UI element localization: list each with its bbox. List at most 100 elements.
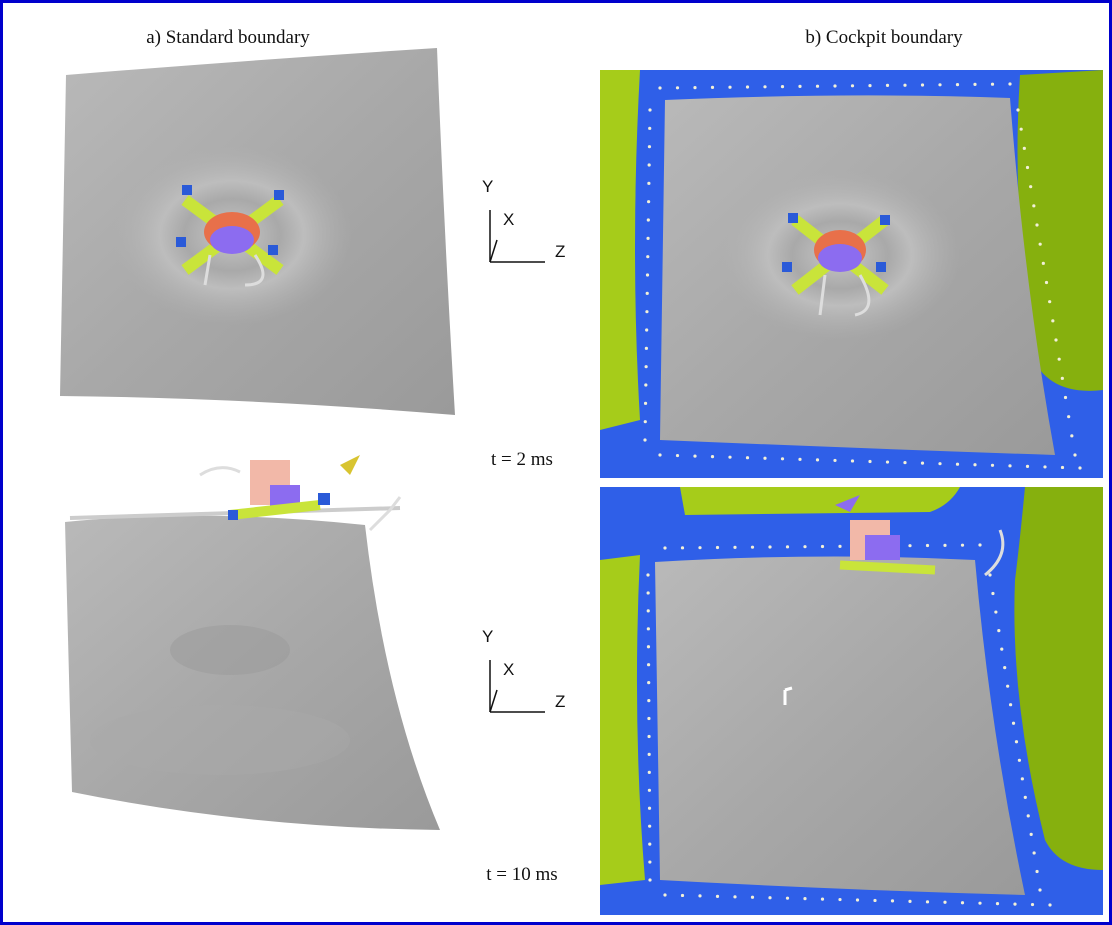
bolt <box>991 83 994 86</box>
bolt <box>728 86 731 89</box>
bolt <box>996 902 999 905</box>
bolt <box>1061 377 1064 380</box>
bolt <box>647 717 650 720</box>
bolt <box>938 462 941 465</box>
bolt <box>648 771 651 774</box>
bolt <box>1064 396 1067 399</box>
bolt <box>716 895 719 898</box>
bolt <box>1039 243 1042 246</box>
bolt <box>1008 82 1011 85</box>
bolt <box>1015 740 1018 743</box>
bolt <box>908 900 911 903</box>
cockpit-10ms <box>600 487 1103 915</box>
bolt <box>921 83 924 86</box>
bolt <box>973 463 976 466</box>
bolt <box>1016 108 1019 111</box>
bolt <box>645 310 648 313</box>
bolt <box>644 420 647 423</box>
bolt <box>681 894 684 897</box>
bolt <box>658 453 661 456</box>
bolt <box>1003 666 1006 669</box>
bolt <box>648 825 651 828</box>
bolt <box>647 735 650 738</box>
bolt <box>886 460 889 463</box>
bolt <box>868 84 871 87</box>
bolt <box>644 383 647 386</box>
axis-label: X <box>503 210 514 229</box>
bolt <box>733 895 736 898</box>
bolt <box>698 894 701 897</box>
bolt <box>886 84 889 87</box>
bolt <box>988 573 991 576</box>
axis-label: Z <box>555 242 565 261</box>
bolt <box>658 86 661 89</box>
bolt <box>711 86 714 89</box>
bolt <box>645 347 648 350</box>
bolt <box>646 255 649 258</box>
bolt <box>1029 185 1032 188</box>
bolt <box>798 85 801 88</box>
bolt <box>648 807 651 810</box>
bolt <box>956 83 959 86</box>
time-label: t = 10 ms <box>486 864 557 885</box>
bolt <box>1073 453 1076 456</box>
bolt <box>1042 262 1045 265</box>
bolt <box>768 896 771 899</box>
bolt <box>716 546 719 549</box>
bolt <box>648 878 651 881</box>
bolt <box>851 84 854 87</box>
bolt <box>868 460 871 463</box>
bolt <box>1030 833 1033 836</box>
bolt <box>647 609 650 612</box>
bolt <box>733 546 736 549</box>
bolt <box>851 459 854 462</box>
bolt <box>681 546 684 549</box>
bolt <box>647 218 650 221</box>
bolt <box>1070 434 1073 437</box>
bolt <box>1012 722 1015 725</box>
bolt <box>647 200 650 203</box>
axis-label: X <box>503 660 514 679</box>
bolt <box>763 457 766 460</box>
bolt <box>1009 703 1012 706</box>
bolt <box>943 544 946 547</box>
bolt <box>891 899 894 902</box>
figure: a) Standard boundary b) Cockpit boundary <box>0 0 1112 925</box>
bolt <box>648 163 651 166</box>
bolt <box>926 900 929 903</box>
bolt <box>646 237 649 240</box>
bolt <box>1013 902 1016 905</box>
bolt <box>781 85 784 88</box>
bolt <box>921 462 924 465</box>
bolt <box>646 292 649 295</box>
bolt <box>1033 851 1036 854</box>
bolt <box>873 899 876 902</box>
bolt <box>1026 465 1029 468</box>
bolt <box>1026 166 1029 169</box>
bolt <box>908 544 911 547</box>
bolt <box>1048 903 1051 906</box>
bolt <box>1051 319 1054 322</box>
bolt <box>648 108 651 111</box>
bolt <box>943 901 946 904</box>
bolt <box>648 789 651 792</box>
bolt <box>746 85 749 88</box>
bolt <box>646 273 649 276</box>
bolt <box>647 182 650 185</box>
bolt <box>973 83 976 86</box>
bolt <box>751 546 754 549</box>
bolt <box>1027 814 1030 817</box>
bolt <box>644 402 647 405</box>
bolt <box>647 663 650 666</box>
bolt <box>1024 796 1027 799</box>
bolt <box>1054 338 1057 341</box>
bolt <box>1020 128 1023 131</box>
bolt <box>746 456 749 459</box>
bolt <box>903 461 906 464</box>
time-label: t = 2 ms <box>491 449 553 470</box>
bolt <box>1000 648 1003 651</box>
bolt <box>676 454 679 457</box>
bolt <box>643 438 646 441</box>
bolt <box>676 86 679 89</box>
bolt <box>645 328 648 331</box>
